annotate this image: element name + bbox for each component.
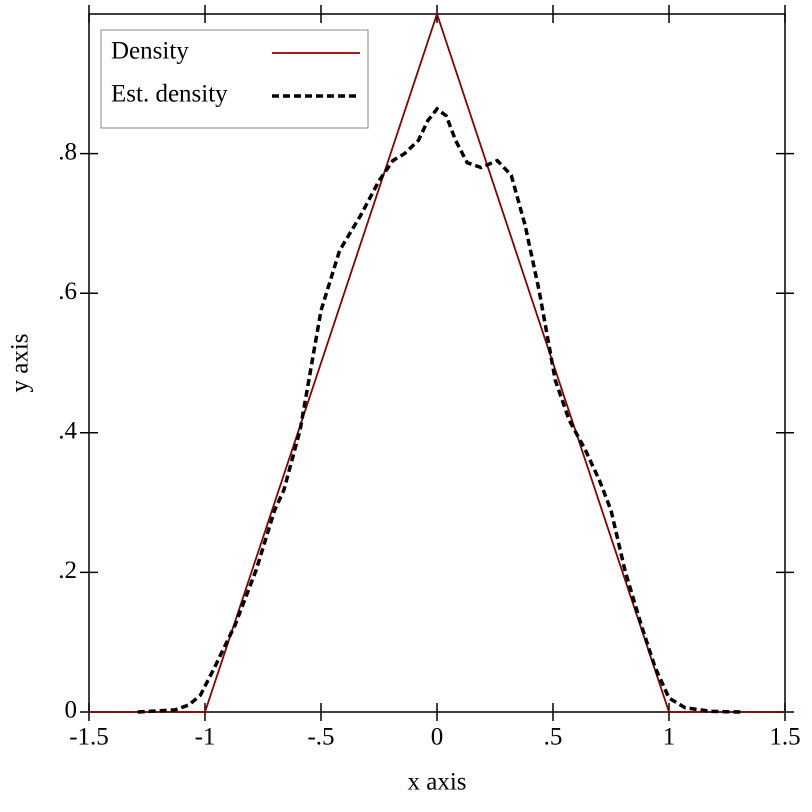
series-line [137, 106, 741, 714]
y-tick-label: .2 [58, 557, 77, 584]
x-tick-label: 1.5 [769, 724, 800, 751]
x-tick-label: -1 [195, 724, 216, 751]
x-axis-label: x axis [407, 769, 466, 796]
legend-label: Density [111, 38, 189, 65]
x-tick-label: -.5 [307, 724, 334, 751]
y-axis-label: y axis [7, 333, 34, 392]
y-tick-label: .6 [58, 278, 77, 305]
legend-label: Est. density [111, 81, 228, 108]
x-tick-label: -1.5 [69, 724, 109, 751]
y-tick-label: .8 [58, 138, 77, 165]
x-tick-label: 1 [663, 724, 676, 751]
y-tick-label: .4 [58, 418, 77, 445]
y-tick-label: 0 [65, 697, 78, 724]
x-tick-label: 0 [431, 724, 444, 751]
legend-box [100, 29, 369, 129]
x-tick-label: .5 [544, 724, 563, 751]
